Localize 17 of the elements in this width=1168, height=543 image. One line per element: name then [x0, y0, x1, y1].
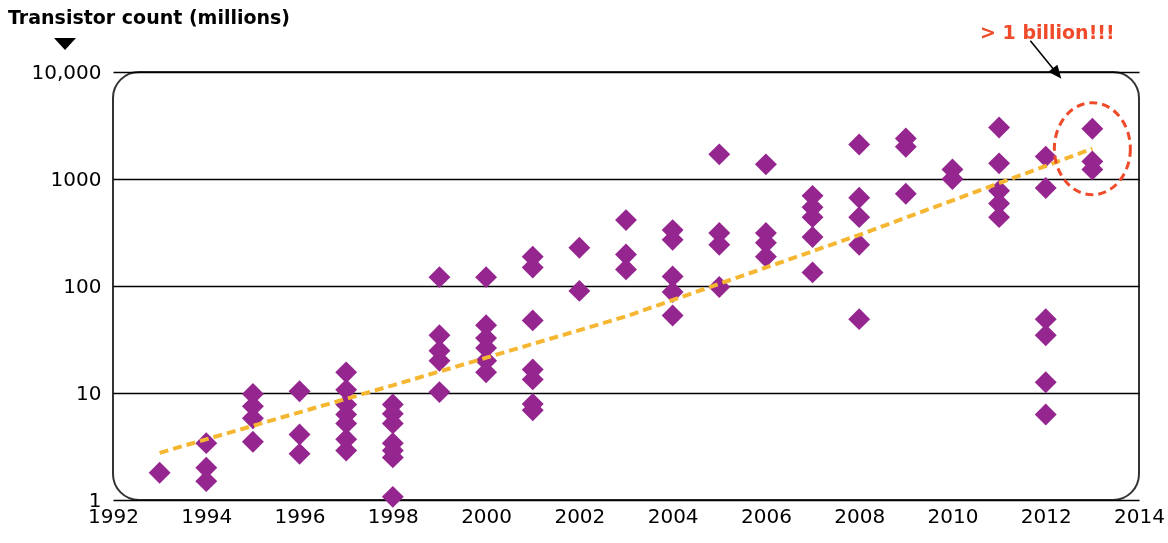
x-tick-label: 2012 — [1020, 503, 1072, 528]
x-tick-label: 2000 — [461, 503, 513, 528]
y-tick-label: 10 — [76, 380, 102, 405]
x-tick-label: 1996 — [274, 503, 326, 528]
x-tick-label: 2006 — [740, 503, 792, 528]
y-axis-title: Transistor count (millions) — [8, 6, 291, 28]
text: > 1 billion!!! — [980, 20, 1115, 43]
y-tick-label: 100 — [63, 273, 102, 298]
x-tick-label: 1994 — [181, 503, 233, 528]
x-tick-label: 2002 — [554, 503, 606, 528]
x-tick-label: 2004 — [647, 503, 699, 528]
x-tick-label: 2014 — [1114, 503, 1165, 528]
x-tick-label: 1998 — [367, 503, 419, 528]
y-tick-label: 10,000 — [31, 59, 102, 84]
y-tick-label: 1000 — [50, 166, 102, 191]
x-tick-label: 2010 — [927, 503, 979, 528]
x-tick-label: 2008 — [834, 503, 886, 528]
